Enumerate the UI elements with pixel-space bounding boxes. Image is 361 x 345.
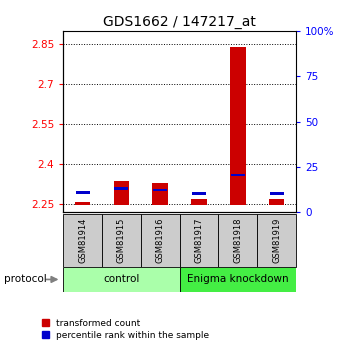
Bar xyxy=(218,214,257,267)
Bar xyxy=(152,184,168,205)
Bar xyxy=(153,189,167,191)
Text: Enigma knockdown: Enigma knockdown xyxy=(187,275,289,284)
Bar xyxy=(141,214,180,267)
Bar xyxy=(102,214,141,267)
Text: GSM81915: GSM81915 xyxy=(117,218,126,263)
Bar xyxy=(63,214,102,267)
Bar xyxy=(63,267,180,292)
Bar xyxy=(75,202,90,205)
Bar xyxy=(230,47,245,205)
Text: GSM81917: GSM81917 xyxy=(195,218,204,263)
Bar xyxy=(231,174,245,176)
Text: GSM81918: GSM81918 xyxy=(233,218,242,263)
Bar xyxy=(191,199,207,205)
Text: GSM81919: GSM81919 xyxy=(272,218,281,263)
Text: GSM81914: GSM81914 xyxy=(78,218,87,263)
Bar xyxy=(257,214,296,267)
Bar xyxy=(192,192,206,195)
Text: protocol: protocol xyxy=(4,275,46,284)
Text: control: control xyxy=(103,275,140,284)
Title: GDS1662 / 147217_at: GDS1662 / 147217_at xyxy=(103,14,256,29)
Text: GSM81916: GSM81916 xyxy=(156,218,165,263)
Bar xyxy=(114,187,129,190)
Bar xyxy=(180,214,218,267)
Bar xyxy=(270,192,284,195)
Bar xyxy=(180,267,296,292)
Bar xyxy=(269,199,284,205)
Legend: transformed count, percentile rank within the sample: transformed count, percentile rank withi… xyxy=(41,318,210,341)
Bar xyxy=(75,191,90,194)
Bar xyxy=(114,181,129,205)
